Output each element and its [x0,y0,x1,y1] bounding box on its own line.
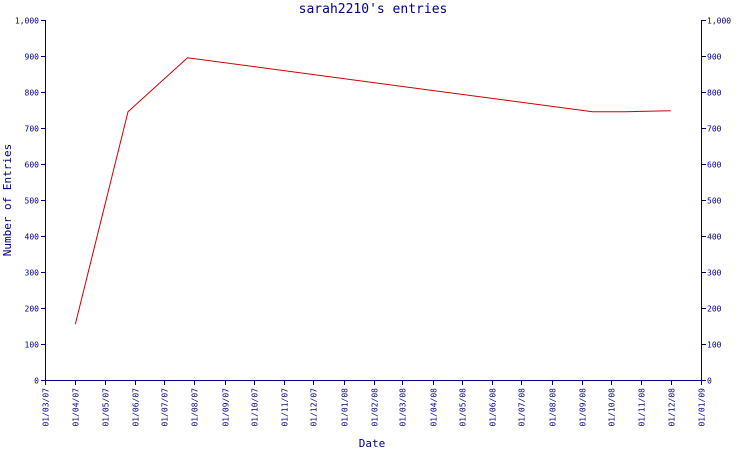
x-tick-label: 01/03/07 [42,388,51,427]
y-axis-title: Number of Entries [1,144,14,257]
x-tick-label: 01/01/09 [698,388,707,427]
y-tick-label-right: 300 [707,269,722,278]
x-tick-label: 01/07/07 [161,388,170,427]
y-tick-label-left: 0 [34,377,39,386]
y-tick-label-right: 500 [707,197,722,206]
y-tick-label-right: 0 [707,377,712,386]
y-tick-label-left: 100 [25,341,40,350]
x-tick-label: 01/09/08 [579,388,588,427]
entries-series-line [74,57,671,325]
x-tick-label: 01/04/07 [72,388,81,427]
x-tick-label: 01/05/07 [102,388,111,427]
y-axis-left-ticks: 0 100 200 300 400 500 600 700 800 900 1,000 [15,17,46,386]
y-tick-label-right: 600 [707,161,722,170]
x-axis-ticks: 01/03/07 01/04/07 01/05/07 01/06/07 01/07/07… [42,380,707,427]
y-tick-label-left: 300 [25,269,40,278]
x-tick-label: 01/11/07 [281,388,290,427]
x-tick-label: 01/01/08 [341,388,350,427]
series-group [74,57,671,325]
y-tick-label-left: 400 [25,233,40,242]
x-tick-label: 01/09/07 [222,388,231,427]
x-tick-label: 01/03/08 [399,388,408,427]
y-tick-label-left: 900 [25,53,40,62]
y-tick-label-left: 600 [25,161,40,170]
y-tick-label-left: 500 [25,197,40,206]
y-tick-label-left: 200 [25,305,40,314]
y-axis-right-ticks: 0 100 200 300 400 500 600 700 800 900 1,000 [701,17,731,386]
x-tick-label: 01/08/07 [191,388,200,427]
x-tick-label: 01/02/08 [371,388,380,427]
x-tick-label: 01/05/08 [459,388,468,427]
x-tick-label: 01/07/08 [518,388,527,427]
y-tick-label-right: 200 [707,305,722,314]
axes [45,20,702,381]
y-tick-label-right: 800 [707,89,722,98]
x-axis-title: Date [359,437,386,450]
x-tick-label: 01/04/08 [430,388,439,427]
x-tick-label: 01/08/08 [549,388,558,427]
x-tick-label: 01/12/07 [310,388,319,427]
y-tick-label-left: 800 [25,89,40,98]
y-tick-label-left: 1,000 [15,17,39,26]
x-tick-label: 01/11/08 [638,388,647,427]
x-tick-label: 01/06/08 [489,388,498,427]
y-tick-label-right: 1,000 [707,17,731,26]
y-tick-label-right: 100 [707,341,722,350]
x-tick-label: 01/10/07 [251,388,260,427]
y-tick-label-right: 700 [707,125,722,134]
y-tick-label-left: 700 [25,125,40,134]
x-tick-label: 01/10/08 [608,388,617,427]
y-tick-label-right: 400 [707,233,722,242]
chart-title: sarah2210's entries [299,2,448,17]
x-tick-label: 01/06/07 [132,388,141,427]
x-tick-label: 01/12/08 [668,388,677,427]
y-tick-label-right: 900 [707,53,722,62]
